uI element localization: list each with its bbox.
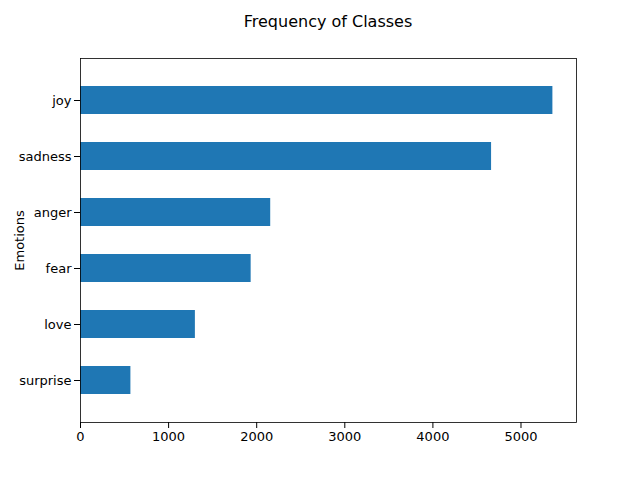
svg-text:fear: fear <box>46 261 73 276</box>
svg-text:1000: 1000 <box>152 429 185 444</box>
svg-text:anger: anger <box>34 205 72 220</box>
svg-text:0: 0 <box>76 429 84 444</box>
svg-text:surprise: surprise <box>19 373 71 388</box>
svg-text:4000: 4000 <box>416 429 449 444</box>
svg-text:5000: 5000 <box>504 429 537 444</box>
svg-text:joy: joy <box>51 93 72 108</box>
svg-text:Emotions: Emotions <box>12 210 27 271</box>
svg-text:3000: 3000 <box>328 429 361 444</box>
svg-text:sadness: sadness <box>19 149 72 164</box>
svg-text:2000: 2000 <box>240 429 273 444</box>
svg-text:love: love <box>44 317 71 332</box>
html-text:Frequency of Classes: Frequency of Classes <box>243 12 413 31</box>
